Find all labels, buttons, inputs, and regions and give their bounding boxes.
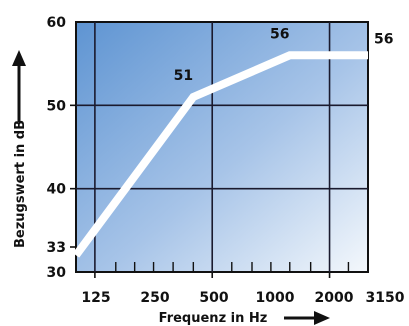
x-tick-label: 3150 [366,290,405,306]
point-value-label: 56 [270,26,289,42]
y-tick-labels: 30 33 40 50 60 [47,15,67,281]
y-axis-arrow-head [12,50,26,66]
x-tick-label: 250 [140,290,169,306]
y-tick-label: 60 [47,15,67,31]
y-tick-label: 50 [47,98,67,114]
y-axis-title-group: Bezugswert in dB [12,50,28,248]
x-tick-labels: 125 250 500 1000 2000 3150 [81,290,404,306]
y-axis-title: Bezugswert in dB [13,120,28,248]
y-tick-label: 40 [47,182,67,198]
x-axis-arrow-head [314,311,330,325]
plot-area [75,21,369,273]
y-tick-label: 30 [47,265,67,281]
x-tick-label: 2000 [315,290,354,306]
y-tick-label: 33 [47,240,66,256]
data-series [72,51,368,258]
grid-lines [76,22,368,272]
x-axis-title-group: Frequenz in Hz [159,311,330,326]
x-tick-label: 125 [81,290,110,306]
point-value-label: 51 [174,68,193,84]
reference-curve-line [72,51,368,258]
axis-ticks [70,104,350,278]
value-labels: 51 56 56 [174,26,394,84]
x-axis-title: Frequenz in Hz [159,311,268,326]
x-tick-label: 500 [199,290,228,306]
x-tick-label: 1000 [256,290,295,306]
end-value-label: 56 [374,31,393,47]
